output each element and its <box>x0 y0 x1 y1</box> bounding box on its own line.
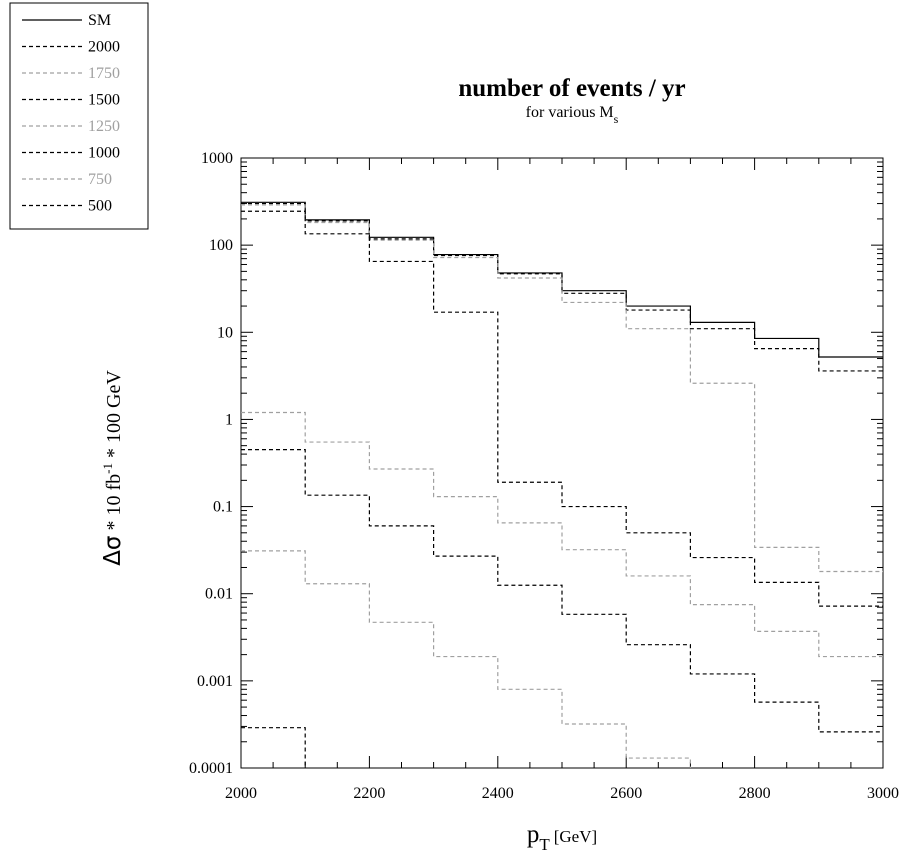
series-750 <box>241 550 691 768</box>
legend-label-1750: 1750 <box>88 65 120 82</box>
y-tick-label: 1 <box>225 411 233 428</box>
chart-subtitle-subscript: s <box>614 112 619 126</box>
x-axis-label-unit: [GeV] <box>554 827 597 846</box>
x-tick-label: 2800 <box>739 785 771 802</box>
y-tick-label: 10 <box>217 324 233 341</box>
y-axis-label-superscript: -1 <box>100 463 115 474</box>
series-layer <box>241 201 883 768</box>
y-axis: 0.0001 0.001 0.01 0.1 1 10 100 1000 <box>189 150 883 777</box>
legend-label-500: 500 <box>88 198 112 215</box>
x-tick-label: 2200 <box>353 785 385 802</box>
chart-title: number of events / yr <box>458 75 685 102</box>
legend-label-1250: 1250 <box>88 118 120 135</box>
y-tick-label: 0.1 <box>213 499 233 516</box>
legend: SM 2000 1750 1500 1250 1000 750 500 <box>9 2 149 230</box>
x-tick-label: 2600 <box>610 785 642 802</box>
legend-label-1000: 1000 <box>88 145 120 162</box>
series-1500 <box>241 210 883 607</box>
chart-subtitle: for various Ms <box>526 104 619 126</box>
legend-box <box>9 2 149 230</box>
series-1000 <box>241 449 883 733</box>
legend-label-1500: 1500 <box>88 92 120 109</box>
y-axis-label: Δσ * 10 fb-1 * 100 GeV <box>100 370 126 566</box>
series-500 <box>241 727 306 768</box>
x-axis-label: pT [GeV] <box>527 821 597 854</box>
y-tick-label: 1000 <box>201 150 233 167</box>
series-1250 <box>241 411 883 658</box>
x-axis-label-subscript: T <box>539 835 550 854</box>
legend-label-750: 750 <box>88 171 112 188</box>
y-tick-label: 0.001 <box>197 673 233 690</box>
series-1750 <box>241 204 883 573</box>
legend-label-SM: SM <box>88 12 111 29</box>
legend-label-2000: 2000 <box>88 39 120 56</box>
x-tick-label: 2000 <box>225 785 257 802</box>
plot-frame <box>240 157 884 769</box>
y-tick-label: 0.0001 <box>189 760 233 777</box>
x-tick-label: 3000 <box>867 785 899 802</box>
y-tick-label: 0.01 <box>205 586 233 603</box>
y-tick-label: 100 <box>209 237 233 254</box>
x-tick-label: 2400 <box>482 785 514 802</box>
x-axis: 2000 2200 2400 2600 2800 3000 <box>225 158 899 802</box>
